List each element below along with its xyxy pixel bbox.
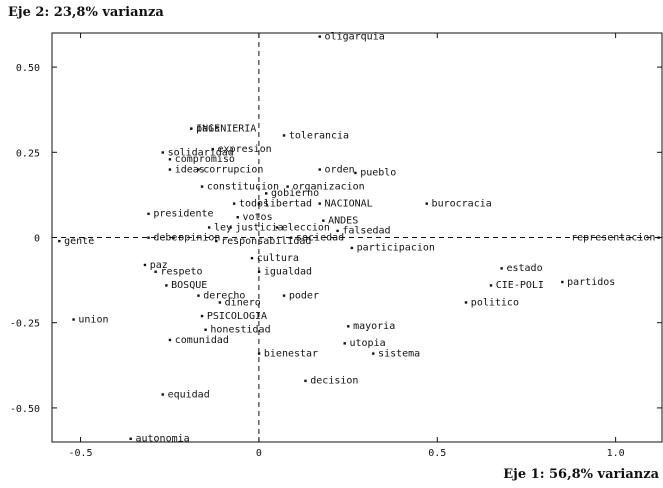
point-marker: [233, 202, 235, 204]
point-label: autonomia: [135, 434, 189, 445]
point-label: participacion: [357, 243, 435, 254]
point-marker: [258, 352, 260, 354]
point-label: falsedad: [342, 226, 390, 237]
point-label: BOSQUE: [171, 280, 207, 291]
point-marker: [500, 267, 502, 269]
x-axis-title: Eje 1: 56,8% varianza: [503, 467, 659, 482]
y-tick-label: -0.25: [10, 319, 40, 330]
point-label: burocracia: [432, 198, 492, 209]
point-marker: [190, 127, 192, 129]
point-label: igualdad: [264, 267, 312, 278]
point-label: cultura: [257, 253, 299, 264]
point-marker: [319, 202, 321, 204]
point-label: mayoria: [353, 321, 395, 332]
point-marker: [162, 151, 164, 153]
point-label: respeto: [160, 267, 202, 278]
point-marker: [129, 438, 131, 440]
point-marker: [347, 325, 349, 327]
point-label: poder: [289, 290, 319, 301]
point-marker: [169, 168, 171, 170]
point-marker: [251, 257, 253, 259]
point-marker: [561, 281, 563, 283]
point-marker: [319, 168, 321, 170]
point-label: estado: [506, 263, 542, 274]
point-marker: [426, 202, 428, 204]
point-marker: [147, 237, 149, 239]
point-marker: [304, 380, 306, 382]
point-label: union: [78, 314, 108, 325]
point-label: orden: [325, 164, 355, 175]
point-label: gente: [64, 236, 94, 247]
point-label: PSICOLOGIA: [207, 311, 267, 322]
point-label: opinion: [178, 233, 220, 244]
point-label: libertad: [264, 198, 312, 209]
point-marker: [197, 294, 199, 296]
point-label: constitucion: [207, 181, 279, 192]
point-marker: [229, 226, 231, 228]
point-marker: [144, 264, 146, 266]
point-label: presidente: [153, 209, 213, 220]
point-marker: [258, 271, 260, 273]
y-axis-title: Eje 2: 23,8% varianza: [8, 5, 164, 20]
x-tick-label: -0.5: [68, 448, 92, 459]
point-label: corrupcion: [203, 164, 263, 175]
point-marker: [219, 301, 221, 303]
point-marker: [490, 284, 492, 286]
point-marker: [283, 294, 285, 296]
point-label: NACIONAL: [325, 198, 373, 209]
point-marker: [204, 329, 206, 331]
point-label: responsabilidad: [221, 236, 311, 247]
point-marker: [319, 35, 321, 37]
point-marker: [147, 213, 149, 215]
point-label: partidos: [567, 277, 615, 288]
point-marker: [58, 240, 60, 242]
point-label: CIE-POLI: [496, 280, 544, 291]
point-label: ideas: [175, 164, 205, 175]
point-label: pais: [196, 123, 220, 134]
point-marker: [344, 342, 346, 344]
point-marker: [215, 240, 217, 242]
point-marker: [283, 134, 285, 136]
point-marker: [354, 172, 356, 174]
point-marker: [208, 226, 210, 228]
y-tick-label: -0.50: [10, 404, 40, 415]
point-label: tolerancia: [289, 130, 349, 141]
point-marker: [169, 339, 171, 341]
point-marker: [276, 226, 278, 228]
y-tick-label: 0: [34, 234, 40, 245]
point-label: equidad: [168, 389, 210, 400]
point-marker: [201, 185, 203, 187]
point-label: decision: [310, 376, 358, 387]
point-marker: [212, 148, 214, 150]
point-label: comunidad: [175, 335, 229, 346]
point-marker: [258, 202, 260, 204]
point-marker: [351, 247, 353, 249]
point-marker: [265, 192, 267, 194]
point-label: bienestar: [264, 348, 318, 359]
point-marker: [372, 352, 374, 354]
point-marker: [165, 284, 167, 286]
point-marker: [72, 318, 74, 320]
x-tick-label: 1.0: [607, 448, 625, 459]
y-tick-label: 0.25: [16, 148, 40, 159]
point-marker: [201, 315, 203, 317]
x-tick-label: 0.5: [428, 448, 446, 459]
point-label: oligarquia: [325, 31, 385, 42]
y-tick-label: 0.50: [16, 63, 40, 74]
point-marker: [154, 271, 156, 273]
x-tick-label: 0: [256, 448, 262, 459]
point-label: representacion: [571, 233, 655, 244]
point-label: dinero: [225, 297, 261, 308]
point-marker: [657, 237, 659, 239]
point-marker: [236, 216, 238, 218]
point-label: sistema: [378, 348, 420, 359]
point-label: politico: [471, 297, 519, 308]
point-marker: [169, 158, 171, 160]
point-label: pueblo: [360, 168, 396, 179]
point-marker: [172, 237, 174, 239]
point-marker: [465, 301, 467, 303]
point-marker: [162, 393, 164, 395]
